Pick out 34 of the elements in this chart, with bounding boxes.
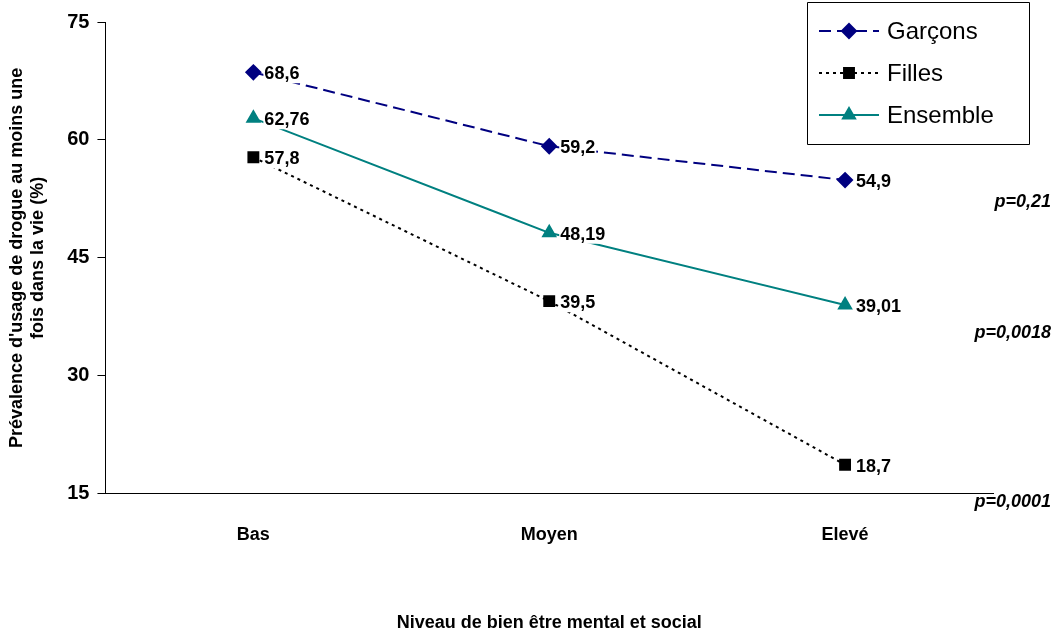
y-tick-label: 15 — [67, 481, 90, 504]
text: p=0,21 — [993, 190, 1051, 211]
data-label: 62,76 — [264, 109, 310, 130]
point — [245, 64, 262, 81]
x-tick-label: Bas — [236, 523, 270, 544]
data-label: 39,5 — [560, 292, 596, 313]
data-label: 57,8 — [264, 148, 300, 169]
data-label: 48,19 — [560, 223, 606, 244]
annotation: p=0,0018 — [973, 321, 1051, 342]
data-label: 68,6 — [264, 63, 300, 84]
x-tick-label: Elevé — [821, 523, 869, 544]
y-tick-label: 60 — [67, 127, 90, 150]
x-tick-label: Moyen — [520, 523, 578, 544]
data-label: 39,01 — [856, 295, 902, 316]
y-tick-label: 75 — [67, 9, 90, 32]
data-label: 59,2 — [560, 137, 596, 158]
legend-label: Filles — [887, 58, 944, 86]
y-axis-title: Prévalence d'usage de drogue au moins une fois dans la vie (%) — [5, 67, 48, 449]
point — [246, 110, 261, 123]
legend-label: Garçons — [887, 16, 978, 44]
annotation: p=0,0001 — [973, 491, 1051, 512]
legend-label: Ensemble — [887, 100, 994, 128]
point — [247, 151, 260, 164]
data-label: 54,9 — [856, 171, 892, 192]
data-label: 18,7 — [856, 455, 892, 476]
point — [542, 224, 557, 238]
point — [839, 458, 852, 471]
point — [838, 297, 853, 310]
point — [543, 295, 556, 308]
x-axis-title: Niveau de bien être mental et social — [396, 612, 702, 633]
y-tick-label: 45 — [67, 245, 90, 268]
point — [541, 138, 558, 155]
point — [837, 172, 854, 189]
y-tick-label: 30 — [67, 363, 90, 386]
